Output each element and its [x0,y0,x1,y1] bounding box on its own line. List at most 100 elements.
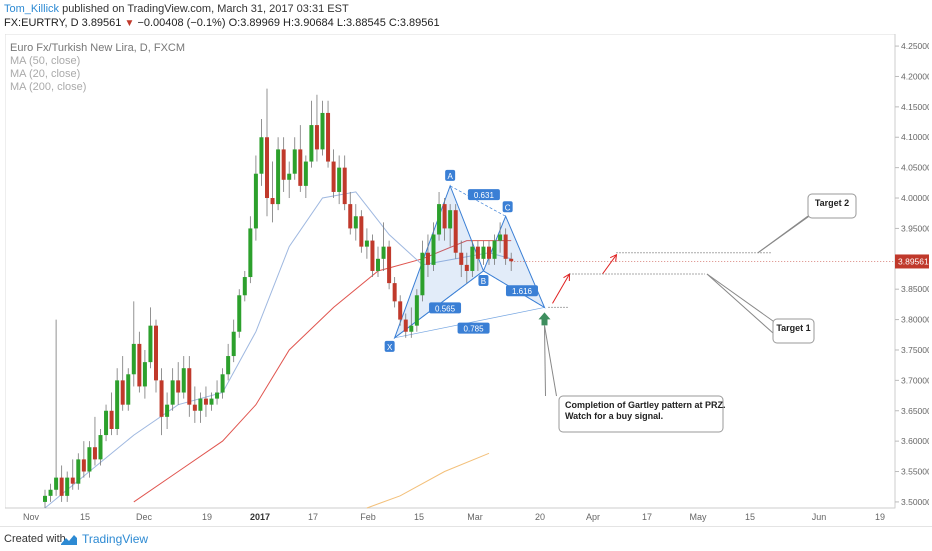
candle [281,137,286,192]
candle [215,380,220,405]
last-price-tag [895,254,929,269]
candle [342,155,347,211]
y-tick-label: 3.85000 [901,284,929,294]
candle [226,343,231,381]
x-tick-label: Feb [360,512,376,522]
point-a-label-bg [445,169,456,181]
x-tick-label: 17 [308,512,318,522]
candle-body [470,246,475,271]
candle-body [65,477,70,496]
ratio-label: 0.631 [467,189,500,201]
candle-body [253,173,258,229]
high-value: 3.90684 [294,17,334,29]
candle [131,301,136,387]
candle [370,234,375,278]
candle [142,349,147,399]
candle [303,155,308,199]
candle [353,204,358,241]
point-a-label-text: A [447,172,453,181]
note-pointer [544,325,546,397]
candle-body [481,246,486,259]
candle-body [198,398,203,411]
target1-pointer-2 [706,273,774,334]
candle-body [226,356,231,375]
candle [481,240,486,265]
chart-area[interactable]: 4.25000 4.20000 4.15000 4.10000 4.05000 4.000… [4,33,932,524]
candle [265,88,269,217]
point-a-label: A [445,169,456,181]
target2-callout-text: Target 2 [815,198,849,208]
candle-body [370,240,375,271]
candle-body [320,112,325,150]
tradingview-logo-icon[interactable] [60,533,78,551]
y-tick-label: 4.25000 [901,41,929,51]
candle-body [381,246,386,259]
ratio-label-text: 1.616 [512,287,533,296]
legend-ma200[interactable]: MA (200, close) [10,81,87,93]
candle-body [348,204,353,229]
candle [503,228,508,265]
x-tick-label: Jun [812,512,827,522]
legend-ma50[interactable]: MA (50, close) [10,55,81,67]
candle-body [231,331,236,357]
point-b-label-bg [478,274,489,286]
candle [126,368,131,411]
y-tick-label: 4.05000 [901,163,929,173]
candle [431,222,436,271]
target2-pointer-2 [757,215,809,254]
legend-ma20[interactable]: MA (20, close) [10,68,81,80]
chart-header: Tom_Killick published on TradingView.com… [0,0,932,32]
candle [470,240,475,278]
candle-body [425,252,430,265]
candle [492,234,497,265]
candle-body [248,228,253,278]
candle [459,240,464,278]
x-tick-label: 15 [745,512,755,522]
candle [337,155,342,205]
candle [348,191,353,235]
candle [192,386,197,423]
candle-body [81,459,86,472]
ratio-label-text: 0.565 [435,304,456,313]
candle [203,386,208,417]
candle-body [498,234,503,241]
author-link[interactable]: Tom_Killick [4,3,60,15]
candle [253,155,258,241]
candle [242,270,247,302]
candle [259,119,264,186]
candle [48,483,53,502]
candle-body [387,246,392,284]
candle-body [437,204,442,235]
candle [364,228,369,259]
candle [359,210,364,253]
candle [98,428,103,466]
candle [453,204,458,259]
candle-body [326,112,331,162]
candle [165,392,170,429]
candle-body [165,404,170,417]
candle [176,362,181,405]
candle-body [242,277,247,296]
ratio-label-text: 0.785 [464,325,485,334]
candle-body [314,125,319,150]
candle [270,161,275,223]
point-b-label: B [478,274,489,286]
candle-body [176,380,181,393]
chart-svg[interactable]: 4.25000 4.20000 4.15000 4.10000 4.05000 4.000… [4,33,932,524]
candle-body [392,283,397,302]
candle [403,313,408,338]
x-tick-label: Apr [586,512,600,522]
candle-body [265,137,269,199]
candle [170,368,175,411]
candle-body [337,167,342,192]
x-tick-label: 15 [80,512,90,522]
tradingview-brand-link[interactable]: TradingView [82,532,149,546]
candle-body [203,398,208,405]
candle-body [59,477,64,496]
candle [104,404,109,442]
candle-body [98,435,103,460]
candle [292,137,297,180]
ratio-label-text: 0.631 [474,191,495,200]
candle [392,277,397,308]
candle [298,125,303,192]
